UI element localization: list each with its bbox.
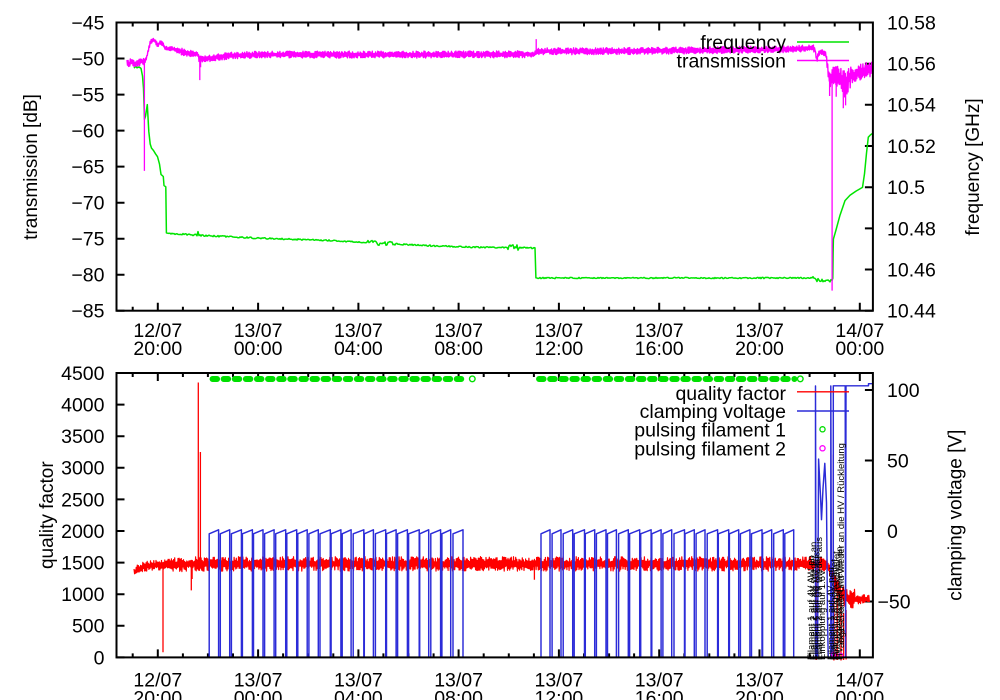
svg-text:10.46: 10.46 <box>887 259 936 281</box>
svg-text:−45: −45 <box>71 12 104 34</box>
svg-text:14/07: 14/07 <box>835 670 884 692</box>
svg-text:Filament 1 auf 4V AW an: Filament 1 auf 4V AW an <box>806 555 817 660</box>
svg-text:−75: −75 <box>71 229 104 251</box>
svg-text:10.54: 10.54 <box>887 95 936 117</box>
svg-text:clamping voltage [V]: clamping voltage [V] <box>946 430 967 601</box>
svg-text:−55: −55 <box>71 85 104 107</box>
svg-text:13/07: 13/07 <box>534 670 583 692</box>
svg-text:20:00: 20:00 <box>133 687 182 700</box>
svg-text:quality factor: quality factor <box>37 461 58 569</box>
svg-text:12/07: 12/07 <box>133 320 182 342</box>
svg-text:100: 100 <box>887 380 920 402</box>
svg-text:50: 50 <box>887 450 909 472</box>
svg-text:13/07: 13/07 <box>434 320 483 342</box>
svg-text:10.56: 10.56 <box>887 54 936 76</box>
svg-text:Filament 2 auf 0V wieder aus: Filament 2 auf 0V wieder aus <box>814 537 825 660</box>
svg-text:13/07: 13/07 <box>635 320 684 342</box>
svg-text:04:00: 04:00 <box>334 687 383 700</box>
svg-text:1000: 1000 <box>61 584 105 606</box>
svg-text:500: 500 <box>72 616 105 638</box>
svg-text:−65: −65 <box>71 157 104 179</box>
svg-text:13/07: 13/07 <box>334 320 383 342</box>
svg-text:3000: 3000 <box>61 458 105 480</box>
svg-text:16:00: 16:00 <box>635 338 684 360</box>
svg-text:00:00: 00:00 <box>835 338 884 360</box>
svg-text:−50: −50 <box>71 48 104 70</box>
svg-text:−70: −70 <box>71 193 104 215</box>
svg-text:4000: 4000 <box>61 395 105 417</box>
svg-text:−80: −80 <box>71 265 104 287</box>
svg-text:4500: 4500 <box>61 363 105 385</box>
svg-text:clamping voltage: clamping voltage <box>640 401 786 423</box>
svg-text:08:00: 08:00 <box>434 338 483 360</box>
svg-text:00:00: 00:00 <box>234 687 283 700</box>
svg-text:12/07: 12/07 <box>133 670 182 692</box>
svg-text:00:00: 00:00 <box>835 687 884 700</box>
svg-text:Filament 2 auf 4V wieder an: Filament 2 auf 4V wieder an <box>809 542 820 660</box>
svg-text:Einkopplung auf 1.6V: Einkopplung auf 1.6V <box>817 569 828 660</box>
svg-text:20:00: 20:00 <box>735 687 784 700</box>
svg-text:2500: 2500 <box>61 489 105 511</box>
svg-text:13/07: 13/07 <box>735 670 784 692</box>
svg-text:pulsing filament 1: pulsing filament 1 <box>634 419 786 441</box>
svg-text:Einkopplung abgeschaltet: Einkopplung abgeschaltet <box>832 551 843 660</box>
svg-text:13/07: 13/07 <box>635 670 684 692</box>
svg-text:16:00: 16:00 <box>635 687 684 700</box>
svg-text:20:00: 20:00 <box>133 338 182 360</box>
svg-text:13/07: 13/07 <box>234 320 283 342</box>
svg-text:0: 0 <box>94 647 105 669</box>
svg-text:2000: 2000 <box>61 521 105 543</box>
svg-text:transmission: transmission <box>677 50 786 72</box>
svg-text:transmission [dB]: transmission [dB] <box>21 94 42 240</box>
svg-text:Filament 1 auf 0V HV aus: Filament 1 auf 0V HV aus <box>811 552 822 660</box>
svg-text:frequency: frequency <box>700 32 786 54</box>
svg-text:10.44: 10.44 <box>887 301 936 323</box>
svg-text:04:00: 04:00 <box>334 338 383 360</box>
svg-text:13/07: 13/07 <box>334 670 383 692</box>
svg-text:−50: −50 <box>878 591 911 613</box>
svg-text:20:00: 20:00 <box>735 338 784 360</box>
svg-text:−60: −60 <box>71 121 104 143</box>
svg-text:Filament 2 abgeschaltet: Filament 2 abgeschaltet <box>829 559 840 660</box>
svg-text:13/07: 13/07 <box>735 320 784 342</box>
svg-text:Filament 1 auf 4V neu: Filament 1 auf 4V neu <box>826 567 837 660</box>
svg-text:10.5: 10.5 <box>887 177 925 199</box>
svg-text:08:00: 08:00 <box>434 687 483 700</box>
svg-text:quality factor: quality factor <box>675 383 786 405</box>
svg-text:pulsing filament 2: pulsing filament 2 <box>634 438 786 460</box>
svg-text:10.58: 10.58 <box>887 12 936 34</box>
svg-text:−85: −85 <box>71 301 104 323</box>
svg-text:HV abgeschaltet wieder an: HV abgeschaltet wieder an <box>834 546 845 660</box>
svg-text:frequency [GHz]: frequency [GHz] <box>963 98 984 235</box>
svg-text:10.52: 10.52 <box>887 136 936 158</box>
svg-text:1500: 1500 <box>61 553 105 575</box>
svg-text:3500: 3500 <box>61 426 105 448</box>
svg-text:abgeschaltet und wieder an die: abgeschaltet und wieder an die HV / Rück… <box>836 443 847 648</box>
svg-text:00:00: 00:00 <box>234 338 283 360</box>
svg-text:14/07: 14/07 <box>835 320 884 342</box>
svg-text:13/07: 13/07 <box>234 670 283 692</box>
svg-text:12:00: 12:00 <box>534 687 583 700</box>
svg-text:10.48: 10.48 <box>887 218 936 240</box>
svg-text:13/07: 13/07 <box>434 670 483 692</box>
svg-text:12:00: 12:00 <box>534 338 583 360</box>
svg-text:0: 0 <box>887 521 898 543</box>
svg-text:13/07: 13/07 <box>534 320 583 342</box>
